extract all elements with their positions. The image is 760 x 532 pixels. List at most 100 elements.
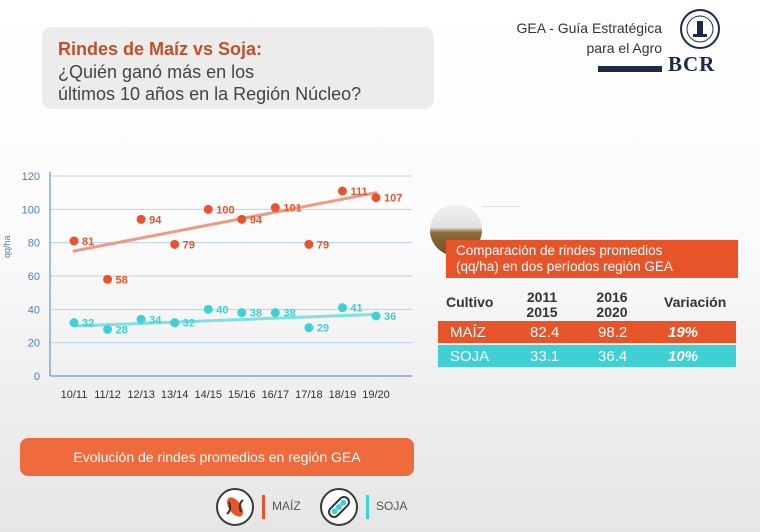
data-point-maz [371, 193, 381, 203]
data-point-maz [69, 236, 79, 246]
photo-divider [482, 206, 520, 207]
chart-grid [50, 175, 412, 344]
header-variation: Variación [664, 294, 727, 310]
x-tick-label: 13/14 [161, 389, 189, 401]
data-point-maz [136, 214, 146, 224]
gea-title-line2: para el Agro [586, 40, 663, 56]
data-point-soja [371, 311, 381, 321]
data-label-maz: 94 [250, 214, 263, 226]
data-label-soja: 40 [216, 304, 228, 316]
corn-icon [216, 488, 254, 526]
page-subtitle-line2: últimos 10 años en la Región Núcleo? [58, 84, 362, 104]
x-tick-label: 19/20 [362, 389, 390, 401]
data-point-soja [304, 323, 314, 333]
gea-title-line1: GEA - Guía Estratégica [516, 20, 662, 36]
data-point-maz [270, 203, 280, 213]
header-crop: Cultivo [446, 294, 494, 310]
bcr-logo-text: BCR [668, 52, 716, 76]
data-label-maz: 58 [116, 274, 128, 286]
data-label-soja: 38 [283, 308, 295, 320]
table-caption-line2: (qq/ha) en dos períodos región GEA [456, 259, 673, 274]
data-point-soja [270, 308, 280, 318]
table-caption-line1: Comparación de rindes promedios [456, 243, 663, 258]
title-box: Rindes de Maíz vs Soja: ¿Quién ganó más … [42, 27, 434, 109]
header-period-1-start: 2011 [526, 289, 558, 305]
data-point-maz [170, 239, 180, 249]
gea-divider [598, 66, 662, 72]
corn-icon-glyph [226, 497, 244, 517]
y-tick-label: 60 [28, 271, 40, 283]
data-label-soja: 41 [350, 303, 362, 315]
data-label-maz: 107 [384, 193, 402, 205]
data-point-maz [203, 204, 213, 214]
cell-period-2: 98.2 [598, 324, 628, 341]
cell-period-1: 82.4 [530, 324, 560, 341]
y-tick-label: 0 [34, 371, 40, 383]
data-point-maz [304, 239, 314, 249]
trend-line-soja [72, 312, 378, 328]
data-label-soja: 29 [317, 323, 329, 335]
y-tick-label: 40 [28, 304, 40, 316]
x-tick-label: 16/17 [262, 389, 290, 401]
x-tick-label: 10/11 [61, 389, 88, 401]
header-period-2: 2016 2020 [592, 290, 632, 320]
table-row-soja: SOJA 33.1 36.4 10% [438, 345, 736, 367]
chart-series: 81 58 94 79 100 94 101 79 111 107 32 28 34 32 40 38 38 29… [69, 186, 402, 336]
page-title: Rindes de Maíz vs Soja: [58, 39, 263, 59]
data-point-soja [237, 308, 247, 318]
data-label-maz: 111 [350, 186, 367, 198]
data-label-soja: 32 [82, 318, 94, 330]
x-tick-label: 14/15 [194, 389, 222, 401]
x-tick-label: 18/19 [329, 389, 357, 401]
x-tick-label: 17/18 [295, 389, 323, 401]
cell-variation: 19% [668, 324, 699, 341]
data-point-soja [337, 303, 347, 313]
header-period-2-end: 2020 [596, 304, 628, 320]
cell-period-2: 36.4 [598, 348, 628, 365]
page-subtitle-line1: ¿Quién ganó más en los [58, 62, 255, 82]
header-period-1: 2011 2015 [522, 290, 562, 320]
chart-axes: 0 20 40 60 80 100 120 10/11 11/12 12/13 13/14 14/15… [22, 171, 412, 401]
data-point-soja [69, 318, 79, 328]
legend-label-maiz: MAÍZ [272, 499, 301, 513]
data-point-soja [203, 304, 213, 314]
data-point-maz [103, 274, 113, 284]
data-label-soja: 38 [250, 308, 262, 320]
data-label-maz: 100 [216, 204, 234, 216]
y-tick-label: 20 [28, 338, 40, 350]
legend-label-soja: SOJA [376, 499, 408, 513]
trend-line-maz [72, 191, 378, 253]
yield-chart: 0 20 40 60 80 100 120 10/11 11/12 12/13 13/14 14/15… [22, 171, 412, 401]
data-point-maz [237, 214, 247, 224]
data-point-soja [136, 314, 146, 324]
x-tick-label: 12/13 [127, 389, 155, 401]
data-label-soja: 28 [116, 324, 128, 336]
x-tick-label: 11/12 [94, 389, 121, 401]
soybean-icon [320, 488, 358, 526]
data-label-maz: 79 [183, 239, 195, 251]
data-label-soja: 32 [183, 318, 195, 330]
header-period-1-end: 2015 [526, 304, 558, 320]
y-tick-label: 100 [22, 204, 40, 216]
data-label-soja: 34 [149, 314, 162, 326]
data-point-soja [103, 324, 113, 334]
data-label-maz: 94 [149, 214, 162, 226]
data-point-soja [170, 318, 180, 328]
cell-variation: 10% [668, 348, 699, 365]
cell-crop: MAÍZ [450, 324, 486, 341]
legend-swatch-soja [366, 495, 369, 519]
legend-swatch-maiz [262, 495, 265, 519]
data-point-maz [337, 186, 347, 196]
data-label-soja: 36 [384, 311, 396, 323]
table-caption: Comparación de rindes promedios (qq/ha) … [446, 240, 738, 278]
cell-period-1: 33.1 [530, 348, 560, 365]
data-label-maz: 79 [317, 239, 329, 251]
y-axis-label: qq/ha [2, 235, 12, 258]
data-label-maz: 81 [82, 236, 94, 248]
y-tick-label: 80 [28, 238, 40, 250]
y-tick-label: 120 [22, 171, 40, 183]
evolution-caption: Evolución de rindes promedios en región … [20, 438, 414, 476]
bcr-seal-icon [680, 9, 720, 49]
header-period-2-start: 2016 [596, 289, 628, 305]
soybean-icon-glyph [328, 496, 350, 518]
